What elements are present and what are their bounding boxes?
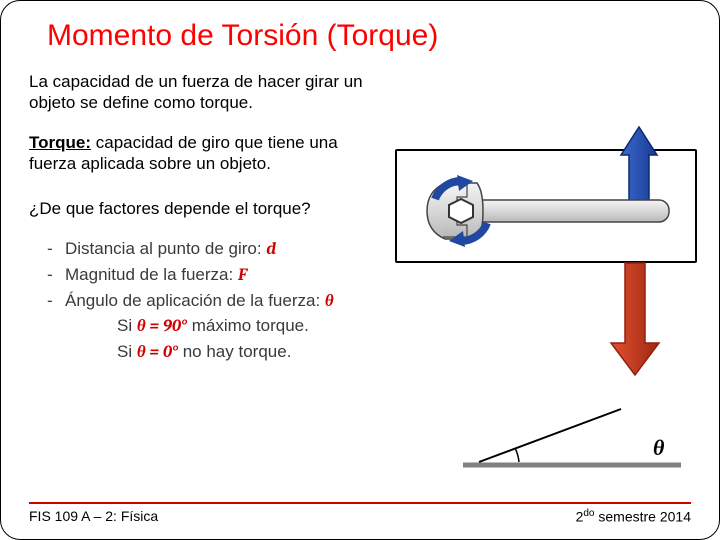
factor1-text: Distancia al punto de giro: [65, 239, 266, 258]
bullet-dash: - [47, 237, 65, 262]
wrench-diagram-svg [397, 121, 699, 351]
angle-diagram: θ [457, 403, 687, 475]
sub1-eq: θ = 90° [137, 317, 187, 336]
footer-right-post: semestre 2014 [595, 509, 692, 525]
slide-footer: FIS 109 A – 2: Física 2do semestre 2014 [29, 502, 691, 525]
question-text: ¿De que factores depende el torque? [29, 198, 369, 219]
factor3-var: θ [325, 292, 334, 311]
sub2-post: no hay torque. [178, 342, 291, 361]
footer-right: 2do semestre 2014 [576, 508, 691, 525]
up-arrow-icon [621, 127, 657, 207]
footer-right-sup: do [583, 508, 594, 519]
footer-left: FIS 109 A – 2: Física [29, 508, 158, 525]
bullet-dash: - [47, 289, 65, 314]
sub1-pre: Si [117, 316, 137, 335]
intro-paragraph: La capacidad de un fuerza de hacer girar… [29, 71, 369, 114]
angle-diagram-svg: θ [457, 403, 687, 475]
factor3-text: Ángulo de aplicación de la fuerza: [65, 291, 325, 310]
slide-frame: Momento de Torsión (Torque) La capacidad… [0, 0, 720, 540]
factor2-text: Magnitud de la fuerza: [65, 265, 238, 284]
factor2-var: F [238, 266, 247, 285]
torque-definition: Torque: capacidad de giro que tiene una … [29, 132, 369, 175]
footer-divider [29, 502, 691, 504]
sub1-post: máximo torque. [187, 316, 309, 335]
sub2-eq: θ = 0° [137, 343, 178, 362]
theta-label: θ [653, 435, 665, 461]
slide-title: Momento de Torsión (Torque) [47, 19, 691, 53]
angle-arc [515, 448, 519, 462]
bullet-dash: - [47, 263, 65, 288]
angle-line [479, 409, 621, 462]
torque-label: Torque: [29, 133, 91, 152]
wrench-diagram-box [395, 149, 697, 263]
sub2-pre: Si [117, 342, 137, 361]
factor1-var: d [266, 240, 276, 259]
